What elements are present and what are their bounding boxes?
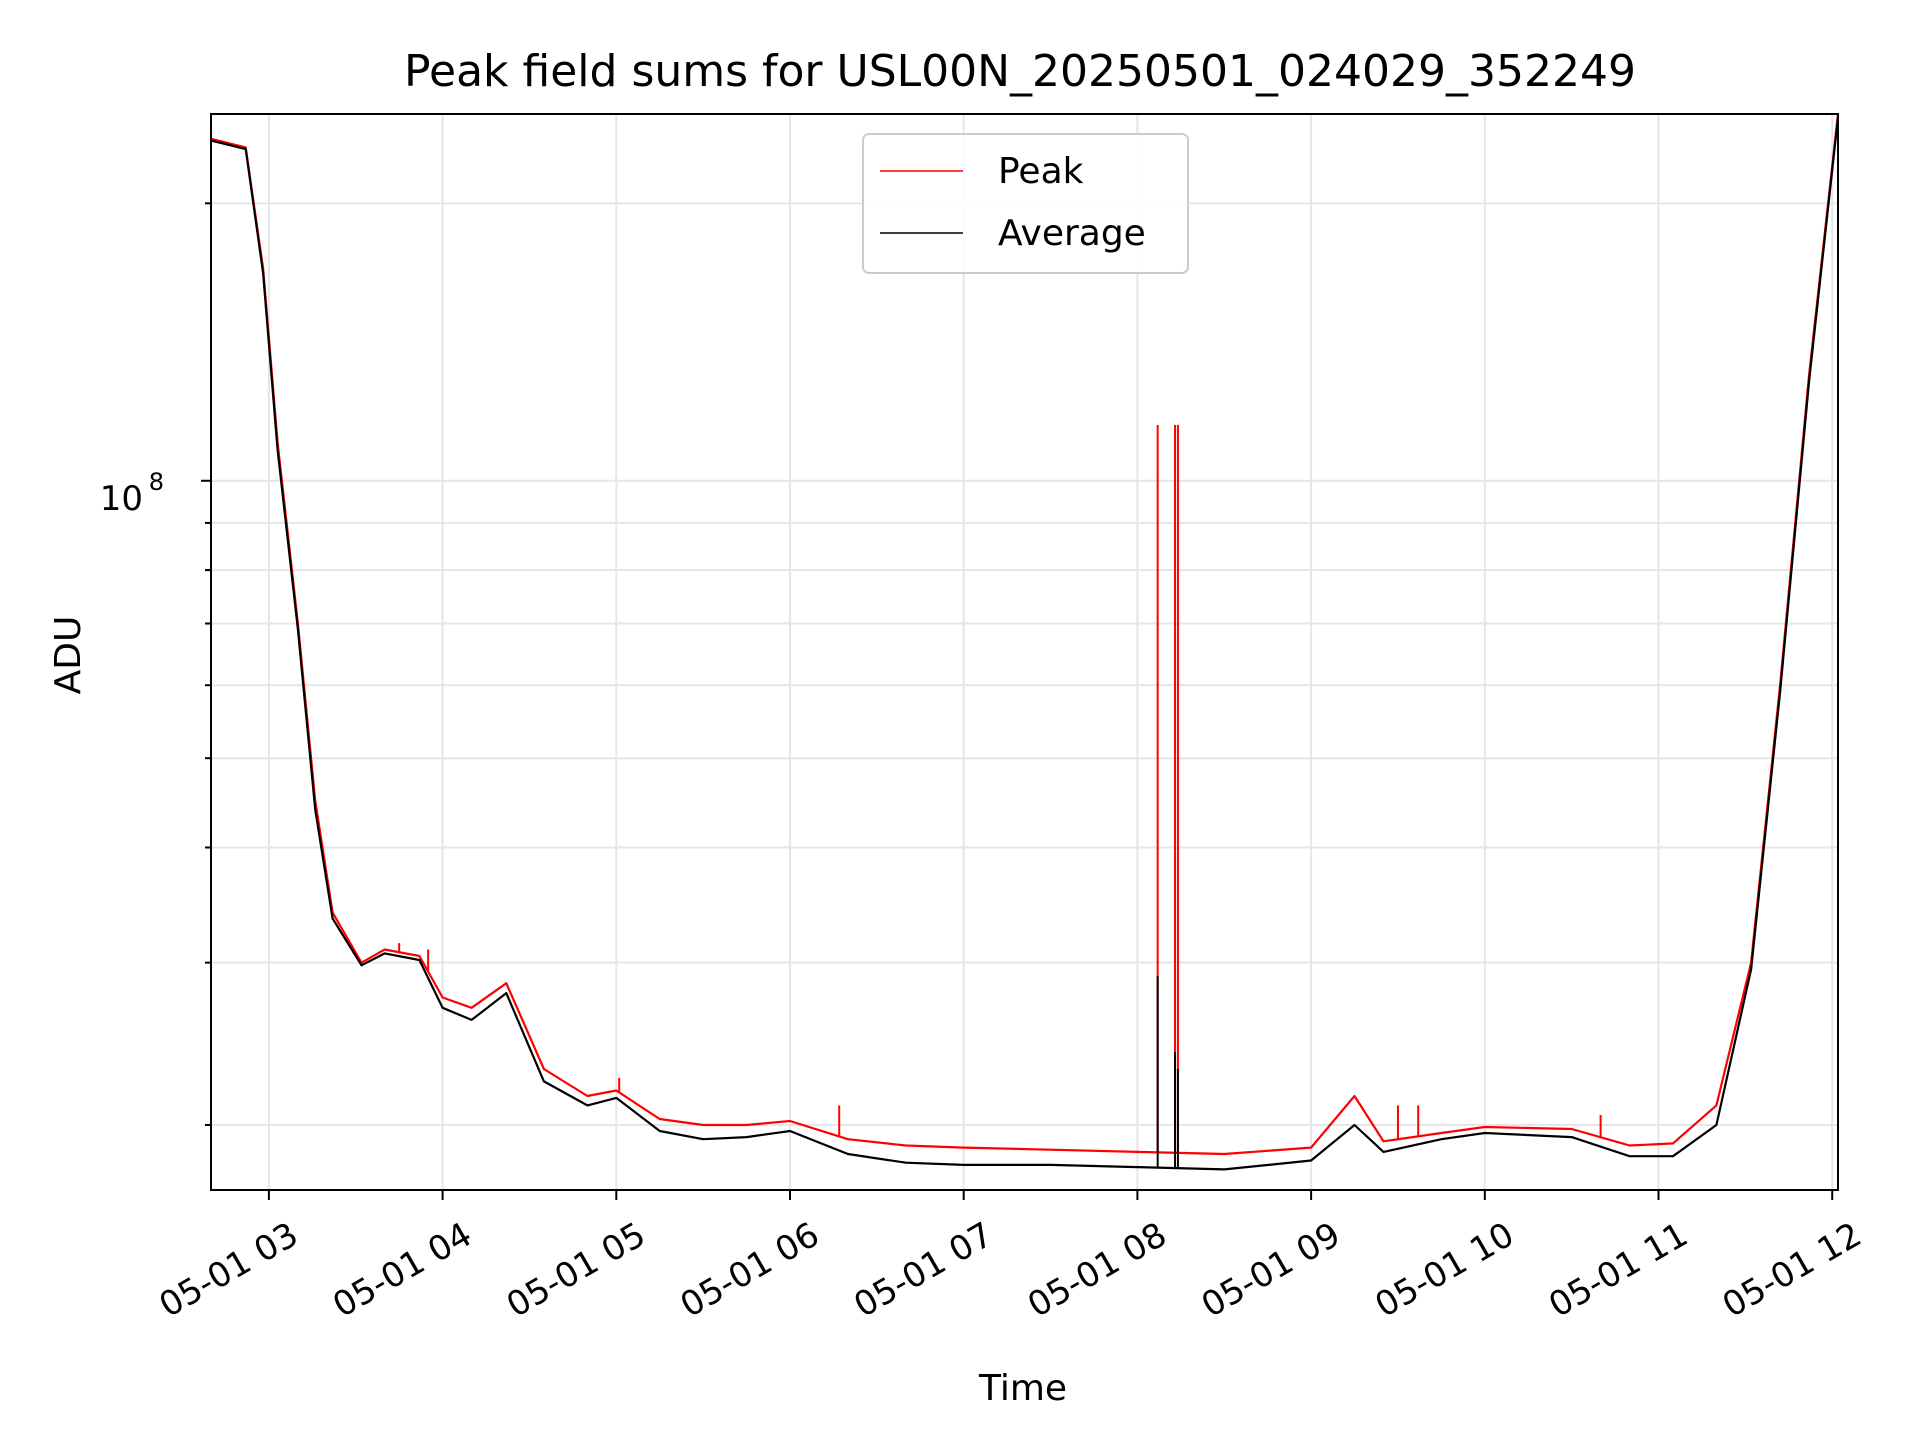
series-line-average [210,117,1840,1171]
grid-lines [211,114,1838,1190]
legend-average-label: Average [998,213,1146,254]
x-axis-label: Time [978,1368,1067,1409]
y-axis-label: ADU [48,616,89,695]
y-tick-label-exponent: 8 [149,468,164,496]
series-average [210,117,1840,1171]
legend-peak-label: Peak [998,151,1084,192]
plot-area-background [211,114,1838,1190]
plot-frame [210,113,1839,1191]
chart-title: Peak field sums for USL00N_20250501_0240… [404,46,1636,97]
series-line-peak [210,113,1840,1156]
legend: Peak Average [862,133,1189,274]
legend-box [862,133,1189,274]
series-lines [210,113,1840,1171]
y-tick-label-1e8: 10 8 [100,468,164,519]
y-tick-label-base: 10 [100,479,143,519]
